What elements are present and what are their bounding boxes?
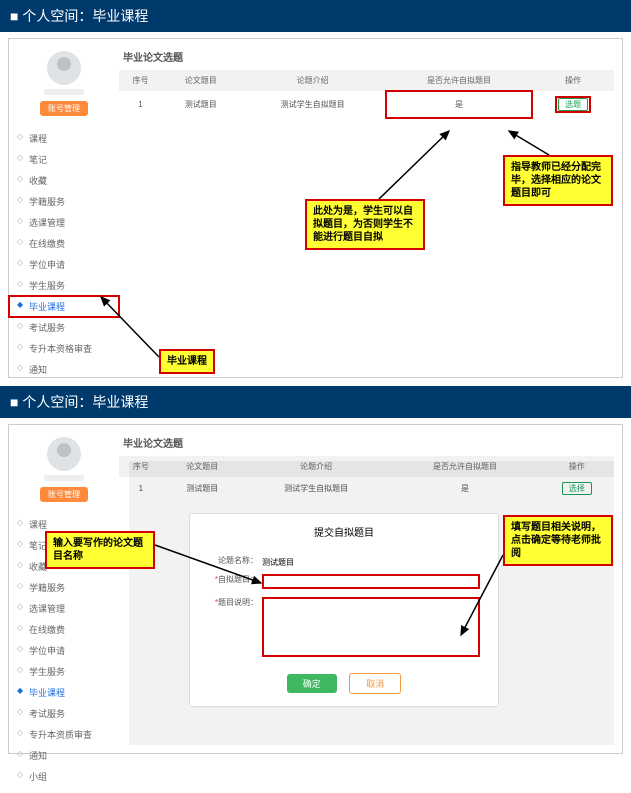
sidebar-item[interactable]: 专升本资格审查 — [9, 338, 119, 359]
sidebar-item[interactable]: 学籍服务 — [9, 577, 119, 598]
cell-idx: 1 — [119, 91, 162, 118]
sidebar-item[interactable]: 毕业课程 — [9, 682, 119, 703]
sidebar-item[interactable]: 考试服务 — [9, 317, 119, 338]
table-header: 操作 — [532, 70, 614, 91]
cell-intro: 测试学生自拟题目 — [240, 91, 386, 118]
sidebar-item[interactable]: 专升本资质审查 — [9, 724, 119, 745]
modal-ok-button[interactable]: 确定 — [287, 674, 337, 693]
sidebar-item[interactable]: 学位申请 — [9, 640, 119, 661]
sidebar-item[interactable]: 通知 — [9, 745, 119, 766]
section1-header: 个人空间：毕业课程 — [0, 0, 631, 32]
callout-fill-desc: 填写题目相关说明，点击确定等待老师批阅 — [503, 515, 613, 566]
section2: 账号管理 课程笔记收藏学籍服务选课管理在线缴费学位申请学生服务毕业课程考试服务专… — [8, 424, 623, 754]
self-topic-input[interactable] — [262, 574, 480, 589]
avatar — [47, 51, 81, 85]
table-header: 论题介绍 — [240, 70, 386, 91]
topic-desc-label: *题目说明： — [208, 597, 262, 608]
sidebar-item[interactable]: 在线缴费 — [9, 233, 119, 254]
sidebar-item[interactable]: 课程 — [9, 128, 119, 149]
sidebar-item[interactable]: 毕业课程 — [9, 296, 119, 317]
account-manage-button[interactable]: 账号管理 — [40, 101, 88, 116]
sidebar-2: 账号管理 课程笔记收藏学籍服务选课管理在线缴费学位申请学生服务毕业课程考试服务专… — [9, 425, 119, 793]
avatar-name-placeholder — [44, 475, 84, 481]
callout-allow-selfset: 此处为是，学生可以自拟题目，为否则学生不能进行题目自拟 — [305, 199, 425, 250]
topic-name-value: 测试题目 — [262, 555, 480, 570]
callout-input-topic-name: 输入要写作的论文题目名称 — [45, 531, 155, 569]
callout-graduate-course: 毕业课程 — [159, 349, 215, 374]
cell-title: 测试题目 — [162, 91, 239, 118]
avatar-name-placeholder — [44, 89, 84, 95]
sidebar-1: 账号管理 课程笔记收藏学籍服务选课管理在线缴费学位申请学生服务毕业课程考试服务专… — [9, 39, 119, 386]
modal-title: 提交自拟题目 — [190, 524, 498, 553]
topic-desc-textarea[interactable] — [262, 597, 480, 657]
sidebar-item[interactable]: 学位申请 — [9, 254, 119, 275]
callout-teacher-assigned: 指导教师已经分配完毕，选择相应的论文题目即可 — [503, 155, 613, 206]
sidebar-item[interactable]: 考试服务 — [9, 703, 119, 724]
section1: 账号管理 课程笔记收藏学籍服务选课管理在线缴费学位申请学生服务毕业课程考试服务专… — [8, 38, 623, 378]
topic-name-label: 论题名称： — [208, 555, 262, 566]
sidebar-item[interactable]: 选课管理 — [9, 598, 119, 619]
modal-cancel-button[interactable]: 取消 — [349, 673, 401, 694]
self-topic-label: *自拟题目： — [208, 574, 262, 585]
sidebar-item[interactable]: 选课管理 — [9, 212, 119, 233]
cell-op: 选题 — [532, 91, 614, 118]
sidebar-item[interactable]: 学籍服务 — [9, 191, 119, 212]
account-manage-button[interactable]: 账号管理 — [40, 487, 88, 502]
table-header: 是否允许自拟题目 — [386, 70, 532, 91]
table-header: 论文题目 — [162, 70, 239, 91]
select-topic-button[interactable]: 选题 — [558, 98, 588, 111]
sidebar-item[interactable]: 学生服务 — [9, 275, 119, 296]
sidebar-item[interactable]: 学生服务 — [9, 661, 119, 682]
section2-header: 个人空间：毕业课程 — [0, 386, 631, 418]
cell-allow: 是 — [386, 91, 532, 118]
sidebar-item[interactable]: 通知 — [9, 359, 119, 380]
content-title-1: 毕业论文选题 — [119, 45, 614, 70]
sidebar-item[interactable]: 收藏 — [9, 170, 119, 191]
topic-table-1: 序号论文题目论题介绍是否允许自拟题目操作 1 测试题目 测试学生自拟题目 是 选… — [119, 70, 614, 118]
sidebar-item[interactable]: 小组 — [9, 766, 119, 787]
submit-topic-modal: 提交自拟题目 论题名称： 测试题目 *自拟题目： *题目说明： 确定 取消 — [189, 513, 499, 707]
sidebar-item[interactable]: 在线缴费 — [9, 619, 119, 640]
sidebar-item[interactable]: 笔记 — [9, 149, 119, 170]
content-title-2: 毕业论文选题 — [119, 431, 614, 456]
avatar — [47, 437, 81, 471]
table-header: 序号 — [119, 70, 162, 91]
